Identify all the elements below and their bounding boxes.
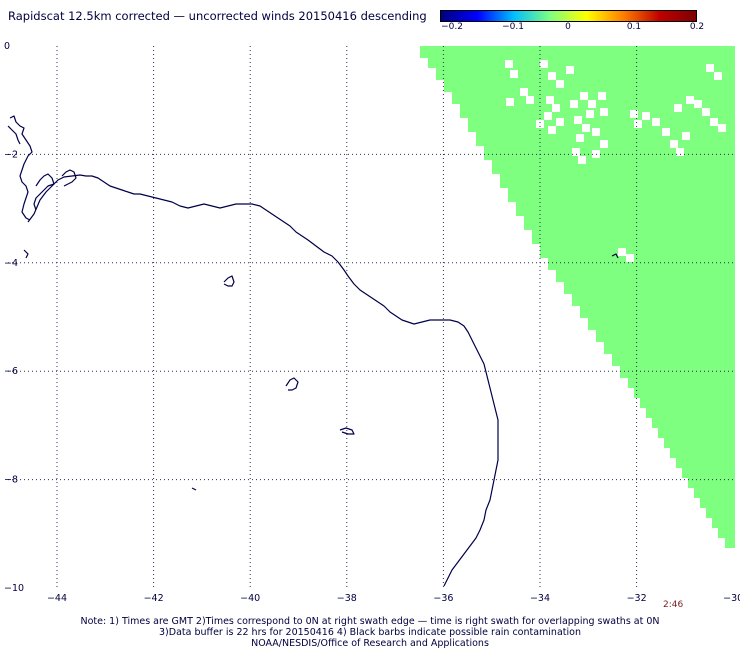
missing-data-cell [718,124,726,132]
missing-data-cell [588,100,596,108]
missing-data-cell [694,100,702,108]
missing-data-cell [520,88,528,96]
missing-data-cell [546,96,554,104]
missing-data-cell [686,96,694,104]
footnote-line: 3)Data buffer is 22 hrs for 20150416 4) … [159,627,581,638]
colorbar-tick: 0 [565,22,571,32]
missing-data-cell [506,98,514,106]
missing-data-cell [582,124,590,132]
longitude-label: −44 [47,593,67,604]
missing-data-cell [702,108,710,116]
missing-data-cell [662,128,670,136]
longitude-label: −30 [723,593,740,604]
latitude-label: −10 [4,583,24,594]
missing-data-cell [676,148,684,156]
longitude-label: −36 [433,593,453,604]
missing-data-cell [556,80,564,88]
missing-data-cell [580,92,588,100]
longitude-label: −40 [240,593,260,604]
footnote-line: Note: 1) Times are GMT 2)Times correspon… [80,616,660,627]
colorbar [440,10,697,22]
colorbar-tick: 0.2 [689,22,705,32]
missing-data-cell [552,104,560,112]
missing-data-cell [586,110,594,118]
longitude-label: −38 [337,593,357,604]
missing-data-cell [682,132,690,140]
islet [611,253,619,259]
longitude-label: −34 [530,593,550,604]
footnotes: Note: 1) Times are GMT 2)Times correspon… [0,616,740,649]
missing-data-cell [714,72,722,80]
swath-time-label: 2:46 [663,600,684,610]
missing-data-cell [576,134,584,142]
missing-data-cell [544,112,552,120]
missing-data-cell [652,118,660,126]
missing-data-cell [526,96,534,104]
missing-data-cell [670,140,678,148]
longitude-label: −42 [144,593,164,604]
longitude-labels: −44 −42 −40 −38 −36 −34 −32 −30 [47,593,740,604]
latitude-label: −4 [4,258,18,269]
missing-data-cell [548,126,556,134]
amazon-delta-island [33,173,55,211]
missing-data-cell [536,120,544,128]
colorbar-tick: −0.1 [502,22,524,32]
missing-data-cell [574,116,582,124]
coastline-main [27,174,499,587]
amazon-delta-island [9,115,33,221]
missing-data-cell [642,112,650,120]
missing-data-cell [592,128,600,136]
latitude-label: −6 [4,366,18,377]
longitude-label: −32 [627,593,647,604]
missing-data-cell [598,92,606,100]
missing-data-cell [566,66,574,74]
island [223,275,235,287]
missing-data-cell [674,104,682,112]
missing-data-cell [510,70,518,78]
island [285,377,299,391]
missing-data-cell [630,110,638,118]
missing-data-cell [710,118,718,126]
missing-data-cell [626,254,634,262]
island [339,427,355,435]
missing-data-cell [706,64,714,72]
map-title: Rapidscat 12.5km corrected — uncorrected… [8,9,427,23]
latitude-label: −2 [4,149,18,160]
islet [191,487,197,491]
swath-area [413,46,735,548]
coastline [7,115,619,587]
missing-data-cell [600,108,608,116]
colorbar-tick: 0.1 [626,22,642,32]
missing-data-cell [556,118,564,126]
missing-data-cell [618,248,626,256]
missing-data-cell [548,72,556,80]
amazon-delta-island [61,169,77,187]
footnote-line: NOAA/NESDIS/Office of Research and Appli… [251,638,489,649]
amazon-delta-island [7,125,21,145]
missing-data-cell [505,60,513,68]
missing-data-cell [540,60,548,68]
small-islet [23,249,29,259]
missing-data-cell [570,100,578,108]
latitude-labels: 0 −2 −4 −6 −8 −10 [4,41,24,594]
missing-data-cell [572,148,580,156]
missing-data-cell [600,140,608,148]
colorbar-tick: −0.2 [441,22,463,32]
missing-data-cell [634,120,642,128]
latitude-label: 0 [4,41,10,52]
latitude-label: −8 [4,475,18,486]
wind-swath [413,46,735,548]
missing-data-cell [578,156,586,164]
